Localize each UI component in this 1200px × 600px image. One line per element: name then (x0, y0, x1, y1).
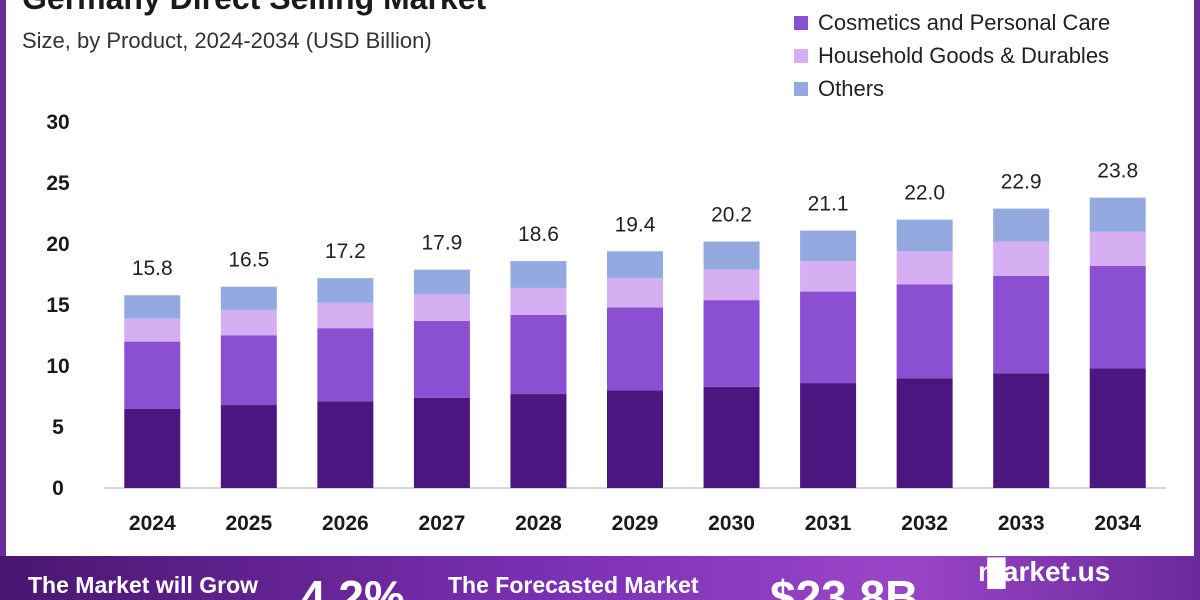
bar-segment (800, 230, 857, 262)
y-tick-label: 15 (46, 294, 70, 317)
bar-segment (896, 378, 953, 488)
bars-icon: ▐▌ (978, 556, 1015, 587)
data-label: 20.2 (711, 204, 752, 227)
legend-item-others: Others (794, 72, 1110, 105)
y-tick-label: 10 (46, 355, 69, 378)
y-tick-label: 25 (46, 172, 70, 195)
bar-segment (993, 241, 1050, 276)
data-label: 22.9 (1001, 171, 1042, 194)
bar-segment (993, 275, 1050, 374)
x-tick-label: 2027 (419, 512, 466, 535)
bar-segment (607, 390, 663, 488)
bar-segment (607, 278, 663, 308)
legend-swatch (794, 81, 808, 96)
footer-banner: The Market will Grow 4.2% The Forecasted… (0, 556, 1200, 600)
bar-chart: 05101520253015.8202416.5202517.2202617.9… (46, 111, 1166, 535)
bar-segment (220, 286, 277, 310)
x-tick-label: 2033 (998, 512, 1045, 535)
legend-swatch (794, 15, 808, 30)
data-label: 22.0 (904, 182, 945, 205)
forecast-label: The Forecasted Market (448, 572, 699, 598)
brand-name: market.us (978, 556, 1111, 587)
bar-segment (317, 302, 374, 329)
bar-segment (413, 269, 470, 295)
x-tick-label: 2032 (901, 512, 948, 535)
legend-label: Others (818, 75, 885, 101)
bar-segment (607, 307, 663, 391)
bar-segment (220, 309, 277, 336)
data-label: 18.6 (518, 223, 559, 246)
bar-segment (993, 208, 1050, 242)
data-label: 15.8 (132, 257, 173, 280)
bar-segment (124, 408, 181, 488)
legend-item-cosmetics: Cosmetics and Personal Care (794, 6, 1110, 39)
legend-label: Household Goods & Durables (818, 42, 1110, 68)
chart-title: Germany Direct Selling Market (22, 0, 486, 17)
data-label: 19.4 (615, 213, 656, 236)
bar-segment (413, 397, 470, 488)
y-tick-label: 30 (46, 111, 69, 134)
bar-segment (896, 219, 953, 252)
bar-segment (1089, 231, 1146, 266)
cagr-value: 4.2% (300, 571, 405, 600)
x-tick-label: 2029 (612, 512, 659, 535)
x-tick-label: 2026 (322, 512, 369, 535)
x-tick-label: 2028 (515, 512, 562, 535)
bar-segment (220, 405, 277, 488)
bar-segment (703, 386, 760, 488)
x-tick-label: 2031 (805, 512, 852, 535)
legend: Cosmetics and Personal Care Household Go… (794, 6, 1110, 105)
x-tick-label: 2030 (708, 512, 755, 535)
x-tick-label: 2034 (1094, 512, 1141, 535)
bar-segment (220, 335, 277, 406)
y-tick-label: 20 (46, 233, 69, 256)
bar-segment (510, 287, 567, 315)
bar-segment (800, 291, 857, 384)
bar-segment (413, 294, 470, 321)
bar-segment (896, 284, 953, 379)
bar-segment (896, 251, 953, 285)
bar-segment (703, 300, 760, 387)
data-label: 16.5 (228, 249, 269, 272)
bar-segment (317, 328, 374, 402)
bar-segment (317, 278, 374, 303)
bar-segment (510, 314, 567, 395)
legend-swatch (794, 48, 808, 63)
bar-segment (124, 318, 181, 342)
grow-label: The Market will Grow (28, 572, 259, 598)
x-tick-label: 2024 (129, 512, 176, 535)
bar-segment (703, 241, 760, 270)
bar-segment (124, 295, 181, 319)
legend-label: Cosmetics and Personal Care (818, 9, 1111, 35)
bar-segment (607, 251, 663, 279)
bar-segment (993, 373, 1050, 488)
bar-segment (510, 261, 567, 288)
bar-segment (800, 261, 857, 292)
y-tick-label: 5 (52, 416, 64, 439)
data-label: 17.9 (421, 232, 462, 255)
bar-segment (413, 320, 470, 398)
data-label: 17.2 (325, 240, 366, 263)
data-label: 23.8 (1097, 160, 1138, 183)
bar-segment (1089, 368, 1146, 488)
bar-segment (1089, 265, 1146, 369)
bar-segment (317, 401, 374, 488)
legend-item-household: Household Goods & Durables (794, 39, 1110, 72)
x-tick-label: 2025 (225, 512, 272, 535)
data-label: 21.1 (808, 193, 849, 216)
forecast-value: $23.8B (770, 571, 919, 600)
chart-subtitle: Size, by Product, 2024-2034 (USD Billion… (22, 28, 432, 53)
y-tick-label: 0 (52, 477, 64, 500)
bar-segment (1089, 197, 1146, 232)
bar-segment (800, 383, 857, 488)
bar-segment (703, 269, 760, 301)
bar-segment (510, 394, 567, 488)
bar-segment (124, 341, 181, 409)
